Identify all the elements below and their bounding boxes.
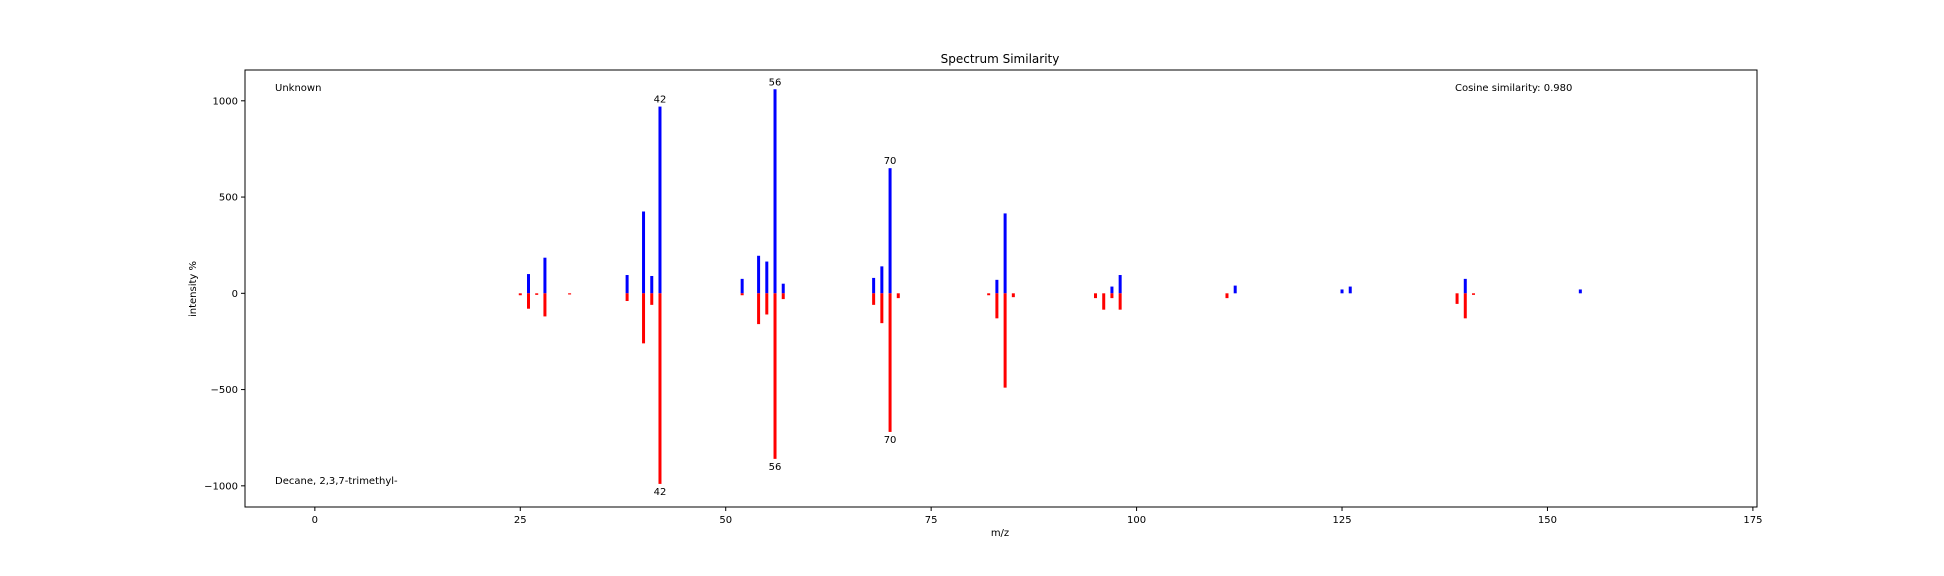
- unknown-peak-bar-112: [1233, 285, 1237, 294]
- reference-peak-bar-54: [757, 293, 761, 325]
- x-tick-label-75: 75: [925, 515, 938, 526]
- x-tick-label-100: 100: [1127, 515, 1146, 526]
- chart-title: Spectrum Similarity: [941, 52, 1060, 66]
- x-tick-label-0: 0: [312, 515, 318, 526]
- reference-peak-bar-98: [1118, 293, 1122, 310]
- unknown-peak-label-70: 70: [884, 156, 897, 167]
- reference-peak-bar-139: [1455, 293, 1459, 304]
- reference-peak-bar-140: [1463, 293, 1467, 319]
- unknown-peak-bar-52: [740, 278, 744, 294]
- unknown-series-bars: [527, 89, 1582, 294]
- unknown-peak-bar-125: [1340, 289, 1344, 294]
- unknown-peak-bar-38: [625, 275, 629, 294]
- unknown-annotation: Unknown: [275, 83, 321, 94]
- y-tick-label-1: 500: [219, 193, 238, 204]
- x-axis-ticks: 0 25 50 75 100 125 150 175: [312, 507, 1762, 526]
- reference-peak-bar-141: [1472, 293, 1475, 295]
- reference-peak-bar-26: [527, 293, 530, 309]
- reference-peak-bar-96: [1102, 293, 1106, 310]
- reference-peak-bar-55: [765, 293, 769, 315]
- unknown-peak-bar-28: [543, 257, 547, 294]
- unknown-peak-bar-68: [872, 277, 876, 294]
- y-tick-label-0: 1000: [213, 96, 238, 107]
- y-axis-ticks: 1000 500 0 −500 −1000: [204, 96, 245, 492]
- reference-peak-bar-28: [543, 293, 547, 317]
- cosine-similarity-annotation: Cosine similarity: 0.980: [1455, 83, 1572, 94]
- y-tick-label-4: −1000: [204, 481, 238, 492]
- reference-peak-bar-31: [568, 293, 572, 295]
- unknown-peak-bar-69: [880, 266, 884, 294]
- reference-peak-bar-68: [872, 293, 876, 305]
- unknown-peak-bar-56: [773, 89, 777, 294]
- x-tick-label-50: 50: [719, 515, 732, 526]
- x-axis-label: m/z: [991, 528, 1009, 539]
- unknown-peak-bar-54: [757, 255, 761, 294]
- reference-peak-bar-40: [642, 293, 646, 344]
- reference-peak-bar-95: [1094, 293, 1097, 299]
- x-tick-label-125: 125: [1332, 515, 1351, 526]
- reference-peak-bar-42: [658, 293, 662, 484]
- reference-peak-label-70: 70: [884, 435, 897, 446]
- plot-frame: [244, 69, 1758, 508]
- unknown-peak-label-56: 56: [769, 77, 782, 88]
- reference-peak-bar-111: [1225, 293, 1229, 299]
- reference-peak-bar-82: [987, 293, 991, 296]
- x-tick-label-150: 150: [1538, 515, 1557, 526]
- reference-peak-bar-84: [1003, 293, 1007, 388]
- reference-peak-label-56: 56: [769, 462, 782, 473]
- y-tick-label-2: 0: [232, 289, 238, 300]
- reference-peak-bar-69: [880, 293, 884, 324]
- reference-peak-bar-97: [1110, 293, 1114, 299]
- reference-peak-bar-52: [740, 293, 744, 296]
- unknown-peak-bar-97: [1110, 286, 1114, 294]
- unknown-peak-label-42: 42: [654, 95, 667, 106]
- x-tick-label-175: 175: [1743, 515, 1762, 526]
- reference-peak-bar-85: [1011, 293, 1015, 298]
- reference-peak-label-42: 42: [654, 487, 667, 498]
- reference-peak-bar-70: [888, 293, 892, 432]
- reference-peak-bar-57: [781, 293, 785, 300]
- unknown-peak-bar-98: [1118, 275, 1122, 294]
- unknown-peak-bar-140: [1463, 278, 1467, 294]
- x-tick-label-25: 25: [514, 515, 527, 526]
- reference-peak-bar-27: [535, 293, 539, 295]
- reference-peak-bar-38: [625, 293, 629, 302]
- y-tick-label-3: −500: [211, 385, 238, 396]
- unknown-peak-bar-70: [888, 168, 892, 294]
- unknown-peak-bar-40: [642, 211, 646, 294]
- reference-peak-bar-83: [995, 293, 999, 319]
- reference-peak-bar-56: [773, 293, 777, 459]
- unknown-peak-bar-41: [650, 275, 654, 294]
- reference-annotation: Decane, 2,3,7-trimethyl-: [275, 476, 398, 487]
- peak-labels: 42 56 70 42 56 70: [654, 77, 897, 498]
- unknown-peak-bar-26: [527, 274, 530, 294]
- unknown-peak-bar-57: [781, 283, 785, 294]
- unknown-peak-bar-55: [765, 261, 769, 294]
- unknown-peak-bar-126: [1348, 286, 1352, 294]
- y-axis-label: intensity %: [188, 261, 199, 317]
- reference-peak-bar-25: [518, 293, 522, 296]
- unknown-peak-bar-42: [658, 106, 662, 294]
- unknown-peak-bar-83: [995, 279, 999, 294]
- reference-peak-bar-41: [650, 293, 654, 305]
- unknown-peak-bar-154: [1578, 289, 1582, 294]
- reference-peak-bar-71: [896, 293, 900, 299]
- reference-series-bars: [518, 293, 1475, 484]
- unknown-peak-bar-84: [1003, 213, 1007, 294]
